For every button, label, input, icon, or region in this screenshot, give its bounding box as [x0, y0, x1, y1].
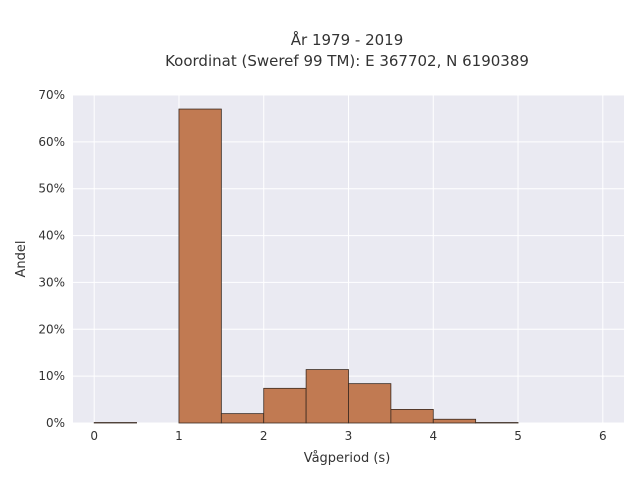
- y-axis-label: Andel: [14, 241, 29, 278]
- x-tick-label: 1: [175, 429, 183, 443]
- x-axis-ticks: 0 1 2 3 4 5 6: [90, 429, 606, 443]
- histogram-bar: [305, 369, 349, 424]
- histogram-bar: [263, 387, 307, 424]
- histogram-bar: [432, 418, 477, 424]
- bars: [93, 108, 519, 424]
- x-tick-label: 4: [429, 429, 437, 443]
- x-tick-label: 6: [599, 429, 607, 443]
- x-axis-label: Vågperiod (s): [304, 451, 391, 466]
- y-tick-label: 10%: [38, 369, 65, 383]
- y-tick-label: 20%: [38, 322, 65, 336]
- x-tick-label: 0: [90, 429, 98, 443]
- histogram-bar: [348, 383, 392, 424]
- x-tick-label: 5: [514, 429, 522, 443]
- chart-title-line-1: År 1979 - 2019: [291, 30, 404, 49]
- y-tick-label: 0%: [46, 416, 65, 430]
- y-tick-label: 50%: [38, 182, 65, 196]
- y-tick-label: 40%: [38, 229, 65, 243]
- y-tick-label: 30%: [38, 275, 65, 289]
- histogram-bar: [390, 409, 434, 424]
- histogram-bar: [178, 108, 222, 424]
- y-tick-label: 70%: [38, 88, 65, 102]
- x-tick-label: 2: [260, 429, 268, 443]
- chart-title-line-2: Koordinat (Sweref 99 TM): E 367702, N 61…: [165, 52, 529, 70]
- x-tick-label: 3: [345, 429, 353, 443]
- y-tick-label: 60%: [38, 135, 65, 149]
- y-axis-ticks: 0% 10% 20% 30% 40% 50% 60% 70%: [38, 88, 65, 430]
- histogram-bar: [220, 413, 265, 424]
